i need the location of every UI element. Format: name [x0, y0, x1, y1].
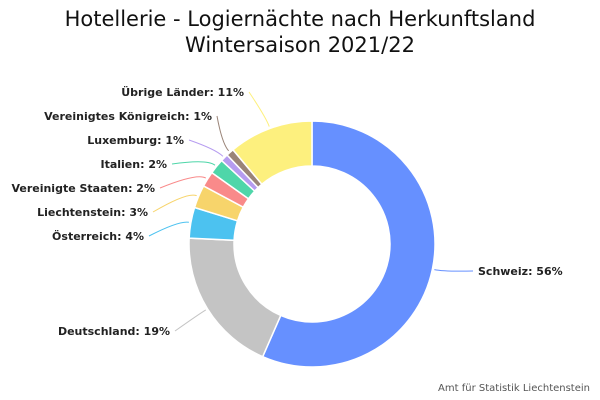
- slices-layer: [188, 120, 436, 368]
- labels-layer: Schweiz: 56% Deutschland: 19% Österreich: …: [11, 85, 562, 338]
- slice-schweiz[interactable]: [261, 120, 436, 368]
- label-vereinigtes-konigreich: Vereinigtes Königreich: 1%: [44, 110, 212, 123]
- connector-vereinigtes-konigreich: [216, 115, 230, 152]
- label-ubrige-lander: Übrige Länder: 11%: [121, 85, 244, 99]
- connector-schweiz: [434, 269, 474, 272]
- connectors-layer: [148, 91, 474, 332]
- label-luxemburg: Luxemburg: 1%: [87, 134, 184, 147]
- connector-luxemburg: [188, 139, 224, 157]
- connector-ubrige-lander: [248, 91, 270, 127]
- slice-deutschland[interactable]: [188, 237, 282, 358]
- label-schweiz: Schweiz: 56%: [478, 265, 563, 278]
- chart-title-line-2: Wintersaison 2021/22: [185, 33, 415, 57]
- slice-ubrige-lander[interactable]: [231, 120, 313, 186]
- label-liechtenstein: Liechtenstein: 3%: [37, 206, 148, 219]
- chart-title-line-1: Hotellerie - Logiernächte nach Herkunfts…: [64, 7, 536, 31]
- chart-title: Hotellerie - Logiernächte nach Herkunfts…: [0, 6, 600, 58]
- connector-osterreich: [148, 221, 189, 237]
- label-italien: Italien: 2%: [100, 158, 167, 171]
- connector-liechtenstein: [152, 194, 197, 213]
- connector-deutschland: [174, 309, 207, 332]
- connector-italien: [171, 161, 216, 166]
- source-credit: Amt für Statistik Liechtenstein: [438, 383, 590, 394]
- label-deutschland: Deutschland: 19%: [58, 325, 170, 338]
- label-osterreich: Österreich: 4%: [52, 229, 144, 243]
- connector-vereinigte-staaten: [159, 176, 207, 189]
- label-vereinigte-staaten: Vereinigte Staaten: 2%: [11, 182, 155, 195]
